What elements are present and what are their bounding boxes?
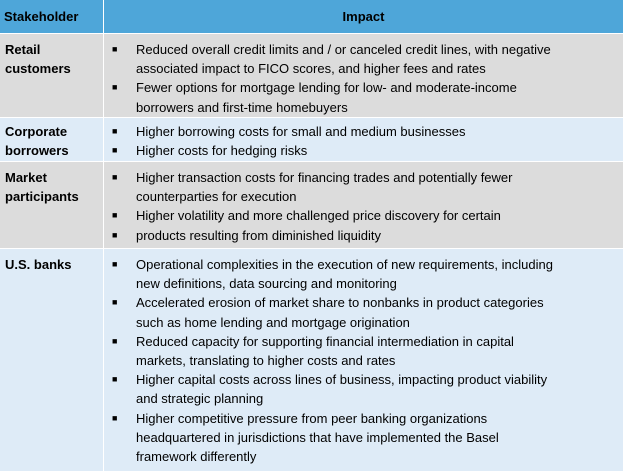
- impact-list: ■ Reduced overall credit limits and / or …: [104, 34, 623, 117]
- bullet-icon: ■: [112, 412, 118, 423]
- stakeholder-cell: U.S. banks: [0, 249, 104, 472]
- list-item: ■ Higher volatility and more challenged p…: [104, 206, 623, 225]
- list-item: ■ Higher borrowing costs for small and me…: [104, 122, 623, 141]
- impact-cell: ■ Operational complexities in the executi…: [104, 249, 623, 472]
- stakeholder-line: customers: [5, 61, 71, 76]
- table-row-us-banks: U.S. banks ■ Operational complexities in …: [0, 248, 623, 472]
- bullet-icon: ■: [112, 44, 118, 54]
- bullet-icon: ■: [112, 210, 118, 221]
- list-item: ■ Higher transaction costs for financing …: [112, 170, 513, 205]
- impact-cell: ■ Reduced overall credit limits and / or …: [104, 34, 623, 118]
- stakeholder-cell: Corporate borrowers: [0, 118, 104, 162]
- header-stakeholder: Stakeholder: [0, 0, 104, 33]
- list-item: ■ products resulting from diminished liqu…: [104, 226, 623, 245]
- stakeholder-line: U.S. banks: [5, 257, 72, 272]
- stakeholder-line: Retail: [5, 42, 41, 57]
- list-item: ■ Reduced overall credit limits and / or …: [112, 42, 551, 77]
- bullet-icon: ■: [112, 297, 118, 308]
- bullet-icon: ■: [112, 229, 118, 240]
- stakeholder-line: participants: [5, 189, 79, 204]
- list-item: ■ Higher capital costs across lines of bu…: [112, 372, 548, 407]
- stakeholder-line: borrowers: [5, 143, 69, 158]
- stakeholder-line: Corporate: [5, 124, 68, 139]
- header-impact: Impact: [342, 9, 385, 24]
- table-row-retail-customers: Retail customers ■ Reduced overall credit…: [0, 33, 623, 118]
- list-item: ■ Reduced capacity for supporting financi…: [112, 333, 514, 369]
- stakeholder-line: Market: [5, 170, 47, 185]
- list-item: ■ Higher competitive pressure from peer b…: [112, 410, 499, 465]
- bullet-icon: ■: [112, 172, 118, 182]
- bullet-icon: ■: [112, 374, 118, 385]
- list-item: ■ Fewer options for mortgage lending for …: [112, 80, 517, 115]
- bullet-icon: ■: [112, 259, 118, 269]
- stakeholder-cell: Retail customers: [0, 34, 104, 118]
- stakeholder-cell: Market participants: [0, 162, 104, 249]
- impact-cell: ■ Higher borrowing costs for small and me…: [104, 118, 623, 162]
- impact-list: ■ Higher transaction costs for financing …: [104, 162, 623, 245]
- bullet-icon: ■: [112, 126, 118, 136]
- table-row-corporate-borrowers: Corporate borrowers ■ Higher borrowing co…: [0, 117, 623, 162]
- impact-list: ■ Higher borrowing costs for small and me…: [104, 118, 623, 160]
- list-item: ■ Accelerated erosion of market share to …: [112, 295, 544, 330]
- bullet-icon: ■: [112, 335, 118, 346]
- impact-list: ■ Operational complexities in the executi…: [104, 249, 623, 466]
- table-header: Stakeholder Impact: [0, 0, 623, 33]
- table-row-market-participants: Market participants ■ Higher transaction …: [0, 161, 623, 249]
- list-item: ■ Operational complexities in the executi…: [112, 257, 553, 292]
- bullet-icon: ■: [112, 82, 118, 93]
- list-item: ■ Higher costs for hedging risks: [104, 141, 623, 160]
- impact-cell: ■ Higher transaction costs for financing …: [104, 162, 623, 249]
- bullet-icon: ■: [112, 145, 118, 156]
